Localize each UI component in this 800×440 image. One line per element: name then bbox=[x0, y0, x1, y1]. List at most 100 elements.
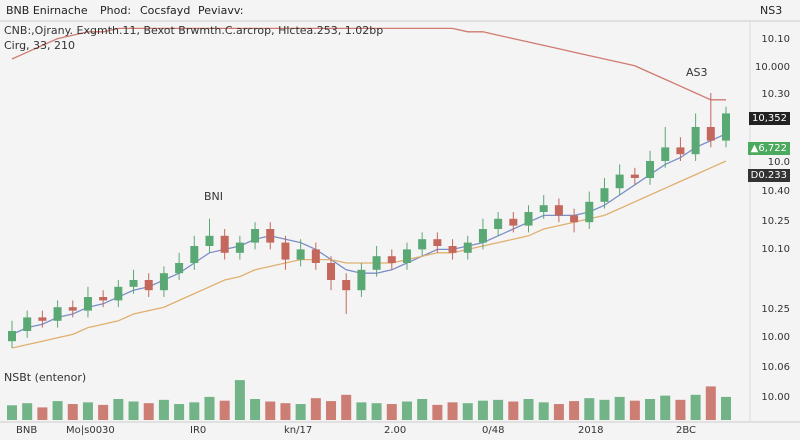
candle-body bbox=[494, 218, 503, 229]
price-label: 10.10 bbox=[761, 244, 790, 255]
candle-body bbox=[38, 317, 47, 321]
price-label: 10.0 bbox=[767, 157, 790, 168]
volume-bar bbox=[7, 405, 17, 420]
volume-bar bbox=[82, 402, 93, 420]
time-label: IR0 bbox=[190, 425, 207, 436]
candle-body bbox=[327, 263, 336, 280]
price-label: 10.40 bbox=[761, 186, 790, 197]
candle-body bbox=[615, 174, 624, 189]
candle-body bbox=[266, 229, 275, 243]
volume-bar bbox=[67, 404, 78, 420]
volume-bar bbox=[371, 403, 382, 420]
candle-body bbox=[99, 297, 108, 301]
volume-bar bbox=[477, 400, 488, 420]
time-label: 2BC bbox=[676, 425, 697, 436]
price-label: ▲6,722 bbox=[747, 142, 790, 155]
volume-bar bbox=[265, 401, 276, 420]
volume-bar bbox=[569, 401, 580, 420]
volume-bar bbox=[295, 404, 306, 420]
volume-bar bbox=[174, 404, 185, 420]
candle-body bbox=[509, 218, 518, 226]
candle-body bbox=[342, 280, 351, 291]
candle-body bbox=[372, 256, 381, 270]
candle-body bbox=[144, 280, 153, 291]
price-label: 10,352 bbox=[749, 112, 790, 125]
volume-bar bbox=[386, 404, 397, 420]
volume-bar bbox=[614, 396, 625, 420]
candle-body bbox=[524, 212, 533, 226]
volume-bar bbox=[158, 399, 169, 420]
volume-bar bbox=[493, 399, 504, 420]
candle-body bbox=[402, 249, 411, 263]
candle-body bbox=[585, 201, 594, 223]
candle-body bbox=[646, 161, 655, 178]
price-label: D0.233 bbox=[747, 169, 790, 182]
volume-bar bbox=[660, 395, 671, 420]
candle-body bbox=[433, 239, 442, 246]
candle-body bbox=[220, 235, 229, 253]
corner-label: NS3 bbox=[760, 4, 783, 17]
volume-bar bbox=[52, 401, 63, 420]
candle-body bbox=[129, 280, 138, 287]
volume-bar bbox=[508, 401, 519, 420]
candle-body bbox=[251, 229, 260, 243]
volume-bar bbox=[432, 404, 443, 420]
candle-body bbox=[463, 242, 472, 253]
volume-bar bbox=[219, 400, 230, 420]
candle-body bbox=[53, 307, 62, 321]
candle-body bbox=[706, 127, 715, 141]
volume-bar bbox=[447, 402, 458, 420]
candle-body bbox=[83, 297, 92, 311]
time-label: 0/48 bbox=[482, 425, 505, 436]
candle-body bbox=[630, 174, 639, 178]
candle-body bbox=[448, 246, 457, 253]
price-label: 10.000 bbox=[755, 62, 790, 73]
candle-body bbox=[205, 235, 214, 246]
candle-body bbox=[539, 205, 548, 212]
candle-body bbox=[23, 317, 32, 331]
volume-bar bbox=[417, 399, 428, 420]
volume-bar bbox=[553, 404, 564, 420]
candle-body bbox=[600, 188, 609, 202]
time-label: 2018 bbox=[578, 425, 604, 436]
volume-bar bbox=[721, 396, 731, 420]
tab[interactable]: Phod: bbox=[100, 4, 132, 17]
volume-bar bbox=[22, 403, 33, 420]
volume-label: NSBt (entenor) bbox=[4, 371, 87, 384]
volume-bar bbox=[204, 396, 215, 420]
info-line: CNB:,Ojrany. Exgmth.11, Bexot Brwmth.C.a… bbox=[4, 24, 384, 37]
price-label: 10.25 bbox=[761, 216, 790, 227]
candle-body bbox=[357, 269, 366, 291]
candle-body bbox=[676, 147, 685, 155]
volume-bar bbox=[250, 399, 261, 420]
tab[interactable]: Peviavv: bbox=[198, 4, 244, 17]
tab[interactable]: Cocsfayd bbox=[140, 4, 191, 17]
volume-bar bbox=[310, 398, 321, 420]
volume-bar bbox=[599, 399, 610, 420]
volume-bar bbox=[326, 401, 337, 420]
time-label: Mo|s0030 bbox=[66, 425, 115, 436]
price-label: 10.25 bbox=[761, 304, 790, 315]
candle-body bbox=[159, 273, 168, 291]
candle-body bbox=[722, 113, 730, 141]
indicator-line bbox=[11, 133, 727, 335]
tab[interactable]: BNB Enirnache bbox=[6, 4, 88, 17]
volume-bar bbox=[462, 403, 473, 420]
volume-bar bbox=[645, 399, 656, 420]
price-label: 10.00 bbox=[761, 332, 790, 343]
candle-body bbox=[175, 263, 184, 274]
price-label: 10.10 bbox=[761, 34, 790, 45]
volume-bar bbox=[128, 401, 139, 420]
annotation: BNI bbox=[204, 190, 224, 203]
volume-bar bbox=[143, 403, 154, 420]
volume-bar bbox=[629, 400, 640, 420]
candle-body bbox=[281, 242, 290, 260]
time-label: 2.00 bbox=[384, 425, 407, 436]
candle-body bbox=[296, 249, 305, 260]
indicator-line bbox=[11, 27, 726, 101]
candle-body bbox=[114, 286, 123, 301]
volume-bar bbox=[234, 380, 245, 420]
volume-bar bbox=[584, 398, 595, 420]
